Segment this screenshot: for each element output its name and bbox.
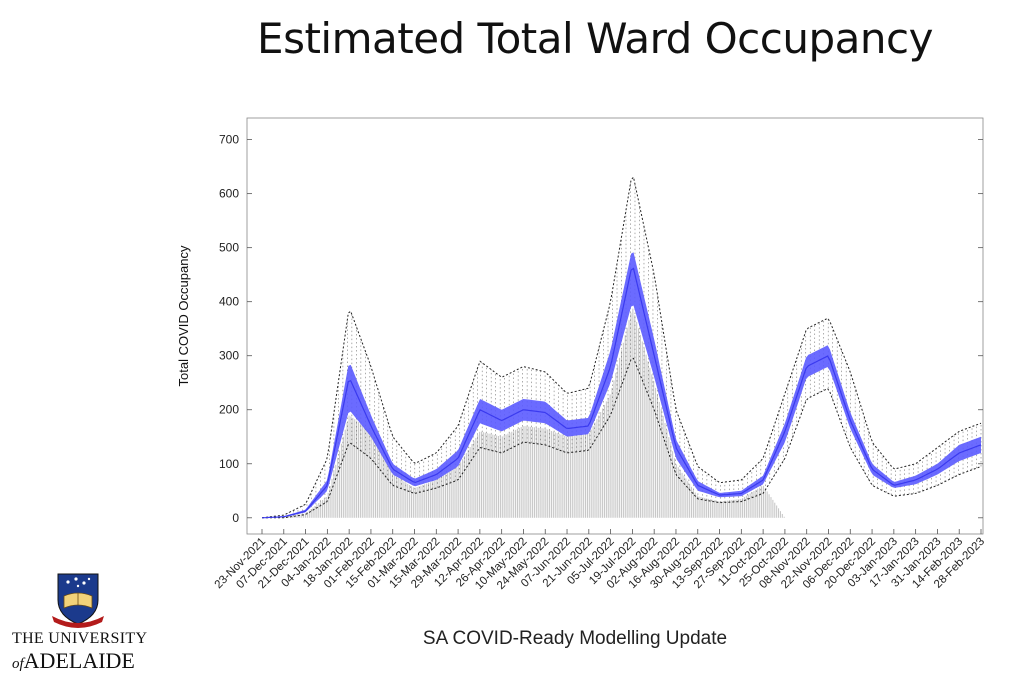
plot-frame: [246, 117, 984, 535]
y-tick-label: 100: [219, 457, 239, 471]
prediction-interval-low: [262, 357, 982, 519]
y-tick-label: 0: [232, 511, 239, 525]
logo-line-2: ofADELAIDE: [12, 648, 144, 674]
y-tick-label: 200: [219, 403, 239, 417]
logo-line-1: THE UNIVERSITY: [12, 630, 148, 647]
university-logo: THE UNIVERSITY ofADELAIDE: [12, 572, 148, 674]
y-tick-label: 400: [219, 295, 239, 309]
y-tick-label: 500: [219, 241, 239, 255]
y-axis-label: Total COVID Occupancy: [176, 245, 191, 386]
median-band: [262, 252, 981, 518]
slide-footer: SA COVID-Ready Modelling Update: [422, 628, 728, 649]
crest-icon: [52, 573, 104, 628]
x-ticks-layer: 23-Nov-202107-Dec-202121-Dec-202104-Jan-…: [213, 529, 987, 592]
median-line: [261, 267, 982, 519]
y-ticks-layer: 0 100 200 300 400 500 600 700: [219, 133, 983, 525]
slide-title: Estimated Total Ward Occupancy: [257, 14, 933, 63]
median-band-layer: [261, 252, 982, 519]
y-tick-label: 300: [219, 349, 239, 363]
y-tick-label: 600: [219, 187, 239, 201]
logo-adelaide: ADELAIDE: [23, 648, 135, 673]
logo-of: of: [12, 656, 24, 672]
y-tick-label: 700: [219, 133, 239, 147]
axes-layer: [246, 117, 984, 535]
